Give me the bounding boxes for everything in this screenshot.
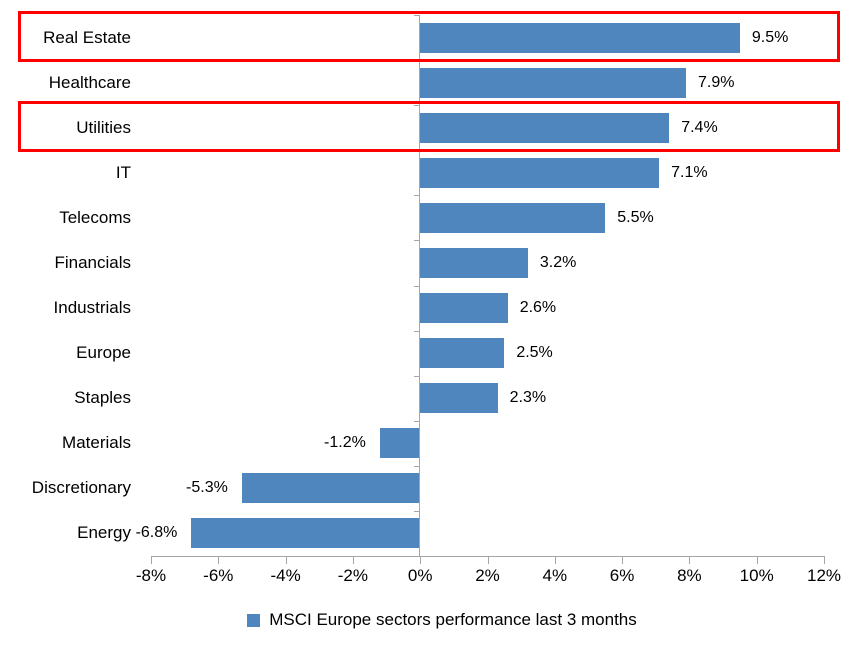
value-axis-tick-label: 2% [475, 566, 500, 585]
category-axis-tick [414, 375, 420, 377]
category-axis-tick [414, 240, 420, 242]
value-label: 7.4% [681, 118, 718, 136]
value-axis-tick [420, 556, 422, 564]
bar [420, 157, 660, 188]
value-axis-tick [554, 556, 556, 564]
value-axis-tick-label: 4% [542, 566, 568, 585]
value-axis-tick-label: 10% [739, 566, 774, 585]
category-axis-tick [414, 15, 420, 16]
category-axis-tick [414, 195, 420, 197]
value-axis-tick-label: -8% [135, 566, 167, 585]
bar [420, 338, 505, 369]
category-label: IT [115, 162, 131, 182]
category-label: Healthcare [48, 72, 131, 92]
category-label: Utilities [76, 117, 131, 137]
category-axis-tick [414, 465, 420, 467]
value-label: 9.5% [751, 28, 789, 46]
bar [379, 428, 421, 459]
category-axis-tick [414, 105, 420, 107]
legend-marker-icon [247, 613, 261, 627]
bar [420, 383, 498, 414]
value-axis-tick-label: -2% [337, 566, 368, 585]
value-axis-tick-label: -4% [270, 566, 301, 585]
value-axis-tick [824, 556, 825, 564]
bar [420, 202, 606, 233]
value-label: 7.1% [671, 163, 708, 181]
bar [420, 22, 740, 53]
category-axis-tick [414, 510, 420, 512]
bar [420, 112, 670, 143]
category-axis-tick [414, 330, 420, 332]
legend-label: MSCI Europe sectors performance last 3 m… [269, 610, 637, 629]
category-axis-tick [414, 420, 420, 422]
value-label: 2.6% [519, 299, 557, 317]
category-label: Materials [62, 433, 131, 453]
value-axis-tick [151, 556, 152, 564]
bar [420, 293, 508, 324]
value-label: 2.5% [516, 344, 553, 362]
category-label: Energy [77, 523, 131, 543]
category-label: Telecoms [59, 207, 131, 227]
legend: MSCI Europe sectors performance last 3 m… [16, 605, 852, 635]
value-label: -6.8% [135, 524, 178, 542]
value-label: -1.2% [324, 434, 366, 452]
value-axis-tick-label: 0% [407, 566, 433, 585]
category-label: Industrials [53, 298, 131, 318]
category-label: Staples [74, 388, 131, 408]
value-label: 5.5% [617, 208, 654, 226]
value-axis-tick-label: 8% [677, 566, 702, 585]
category-label: Real Estate [43, 27, 131, 47]
category-label: Discretionary [31, 478, 131, 498]
value-label: 2.3% [509, 389, 547, 407]
bar [191, 518, 421, 549]
value-label: 3.2% [539, 253, 577, 271]
bar [241, 473, 421, 504]
highlight-box [18, 101, 840, 153]
value-axis-tick [352, 556, 354, 564]
value-axis-tick-label: 6% [609, 566, 635, 585]
value-axis-tick [622, 556, 624, 564]
bar [420, 247, 528, 278]
value-axis-tick-label: -6% [203, 566, 234, 585]
category-label: Europe [76, 343, 131, 363]
value-axis-tick [487, 556, 489, 564]
value-label: 7.9% [698, 73, 735, 91]
value-axis-tick [689, 556, 691, 564]
bar [420, 67, 687, 98]
category-axis-tick [414, 285, 420, 287]
value-label: -5.3% [186, 479, 228, 497]
value-axis-tick-label: 12% [806, 566, 842, 585]
value-axis-tick [218, 556, 220, 564]
value-axis-tick [285, 556, 287, 564]
category-label: Financials [54, 252, 131, 272]
highlight-box [18, 11, 840, 63]
value-axis-tick [756, 556, 758, 564]
